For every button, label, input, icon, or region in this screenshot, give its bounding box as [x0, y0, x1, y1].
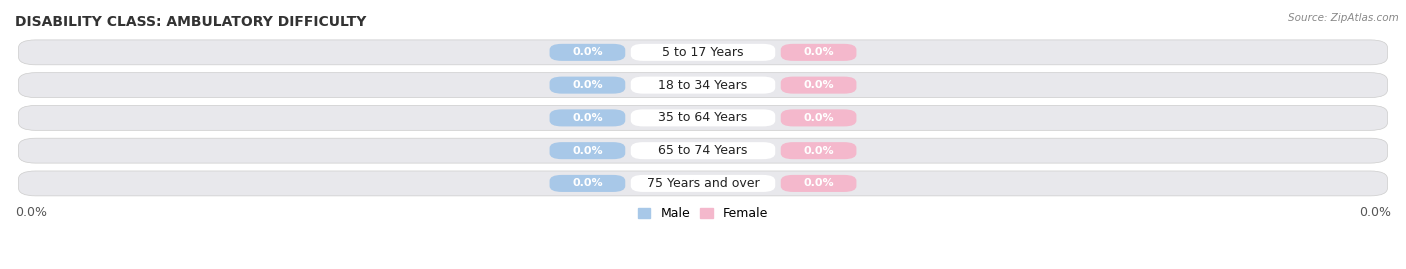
FancyBboxPatch shape — [631, 44, 775, 61]
Text: 0.0%: 0.0% — [572, 80, 603, 90]
Text: 0.0%: 0.0% — [572, 47, 603, 57]
Text: 0.0%: 0.0% — [572, 113, 603, 123]
FancyBboxPatch shape — [18, 138, 1388, 163]
Text: 35 to 64 Years: 35 to 64 Years — [658, 111, 748, 124]
Text: 0.0%: 0.0% — [1360, 206, 1391, 219]
FancyBboxPatch shape — [780, 142, 856, 159]
Text: 5 to 17 Years: 5 to 17 Years — [662, 46, 744, 59]
FancyBboxPatch shape — [18, 40, 1388, 65]
Text: DISABILITY CLASS: AMBULATORY DIFFICULTY: DISABILITY CLASS: AMBULATORY DIFFICULTY — [15, 15, 367, 29]
Text: 0.0%: 0.0% — [803, 47, 834, 57]
Text: 0.0%: 0.0% — [15, 206, 46, 219]
FancyBboxPatch shape — [631, 142, 775, 159]
Text: 0.0%: 0.0% — [572, 146, 603, 156]
FancyBboxPatch shape — [780, 44, 856, 61]
Text: 0.0%: 0.0% — [803, 80, 834, 90]
Legend: Male, Female: Male, Female — [633, 202, 773, 225]
FancyBboxPatch shape — [550, 142, 626, 159]
FancyBboxPatch shape — [550, 109, 626, 126]
Text: 0.0%: 0.0% — [572, 178, 603, 188]
Text: 0.0%: 0.0% — [803, 113, 834, 123]
Text: 65 to 74 Years: 65 to 74 Years — [658, 144, 748, 157]
Text: 75 Years and over: 75 Years and over — [647, 177, 759, 190]
FancyBboxPatch shape — [780, 175, 856, 192]
Text: 0.0%: 0.0% — [803, 146, 834, 156]
Text: Source: ZipAtlas.com: Source: ZipAtlas.com — [1288, 13, 1399, 23]
FancyBboxPatch shape — [550, 175, 626, 192]
Text: 0.0%: 0.0% — [803, 178, 834, 188]
FancyBboxPatch shape — [18, 73, 1388, 98]
FancyBboxPatch shape — [780, 77, 856, 94]
FancyBboxPatch shape — [18, 105, 1388, 130]
FancyBboxPatch shape — [550, 44, 626, 61]
FancyBboxPatch shape — [550, 77, 626, 94]
Text: 18 to 34 Years: 18 to 34 Years — [658, 79, 748, 92]
FancyBboxPatch shape — [780, 109, 856, 126]
FancyBboxPatch shape — [18, 171, 1388, 196]
FancyBboxPatch shape — [631, 77, 775, 94]
FancyBboxPatch shape — [631, 175, 775, 192]
FancyBboxPatch shape — [631, 109, 775, 126]
